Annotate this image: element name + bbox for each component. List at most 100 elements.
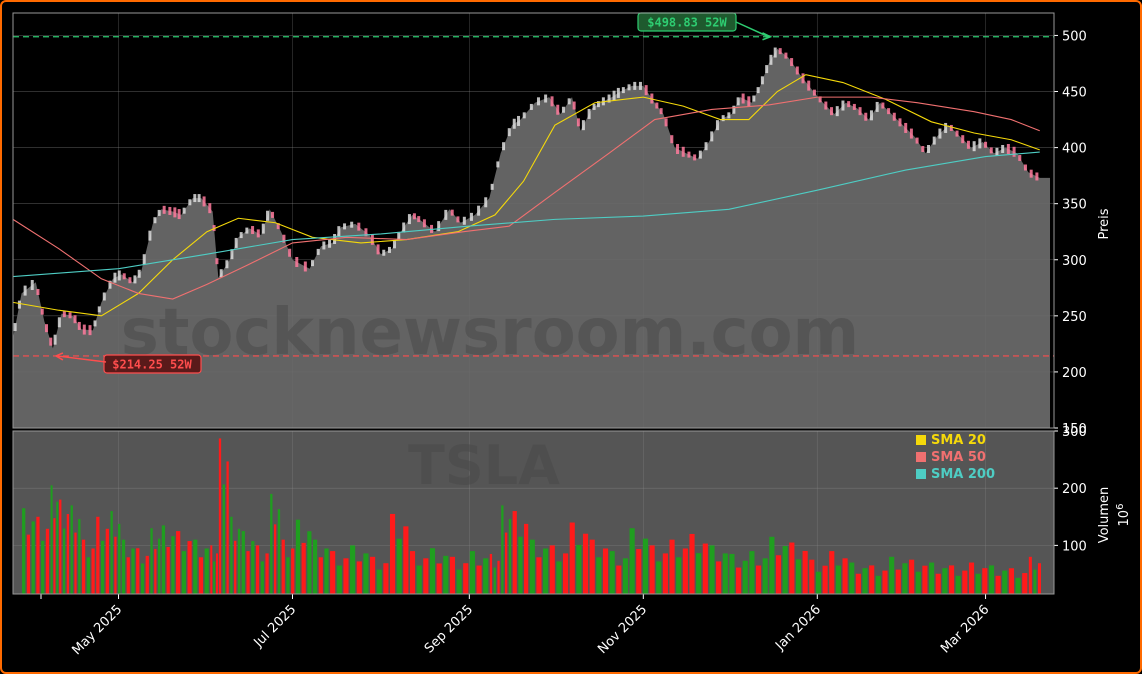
volume-bar: [443, 555, 449, 594]
candle: [704, 142, 708, 151]
volume-bar: [656, 561, 662, 594]
candle: [517, 115, 521, 126]
candle: [847, 101, 851, 108]
candle: [596, 101, 600, 108]
volume-bar: [86, 557, 90, 594]
legend-swatch: [916, 469, 926, 479]
volume-bar: [429, 548, 436, 594]
candle: [864, 112, 868, 121]
volume-bar: [70, 505, 73, 594]
candle: [193, 194, 197, 203]
candle: [741, 93, 745, 104]
volume-bar: [318, 557, 323, 594]
volume-bar: [795, 559, 802, 594]
candle: [556, 104, 560, 115]
candle: [402, 222, 406, 233]
candle: [407, 214, 411, 225]
volume-bar: [204, 548, 209, 594]
candle: [852, 103, 856, 110]
candle: [157, 209, 161, 216]
volume-bar: [218, 438, 222, 594]
volume-bar: [286, 557, 290, 594]
volume-bar: [975, 573, 981, 594]
high-52w-arrow: [735, 21, 773, 41]
volume-bar: [469, 551, 475, 594]
candle: [316, 248, 320, 255]
candle: [732, 105, 736, 114]
volume-bar: [501, 505, 504, 594]
candle: [484, 197, 488, 208]
volume-bar: [265, 553, 269, 594]
volume-axis-label: Volumen: [1097, 487, 1112, 544]
volume-bar: [549, 545, 555, 594]
candle: [133, 275, 137, 284]
candle: [773, 47, 777, 58]
candle: [841, 100, 845, 111]
volume-bar: [882, 570, 888, 594]
volume-bar: [736, 567, 742, 594]
volume-bar: [1033, 569, 1037, 594]
volume-bar: [518, 536, 523, 594]
candle: [57, 317, 61, 328]
volume-bar: [689, 533, 695, 594]
candle: [422, 219, 426, 228]
candle: [875, 101, 879, 112]
candle: [784, 52, 788, 59]
volume-bar: [312, 539, 318, 594]
volume-bar: [31, 521, 35, 594]
candle: [128, 277, 132, 284]
date-tick-label: Jul 2025: [251, 602, 300, 651]
volume-bar: [222, 484, 225, 594]
candle: [456, 216, 460, 223]
low-52w-annotation: $214.25 52W: [54, 352, 202, 374]
candle: [938, 128, 942, 139]
candle: [251, 226, 255, 235]
candle: [93, 320, 97, 327]
volume-bar: [716, 561, 722, 594]
candle: [256, 229, 260, 238]
candle: [633, 81, 637, 90]
candle: [88, 325, 92, 336]
price-tick-label: 150: [1062, 422, 1087, 437]
candle: [681, 146, 685, 157]
volume-bar: [226, 461, 229, 594]
candle: [437, 221, 441, 232]
candle: [715, 120, 719, 131]
volume-bar: [370, 556, 376, 594]
candle: [612, 90, 616, 101]
candle: [310, 260, 314, 267]
volume-bar: [260, 561, 264, 594]
candle: [881, 102, 885, 109]
sma-line-sma-50: [12, 96, 1040, 300]
candle: [122, 273, 126, 280]
volume-tick-label: 300: [1062, 425, 1087, 440]
candle: [824, 101, 828, 110]
volume-bar: [301, 542, 306, 594]
price-tick-label: 300: [1062, 254, 1087, 269]
volume-bar: [629, 528, 635, 594]
candle: [756, 87, 760, 94]
volume-bar: [749, 551, 755, 594]
volume-bar: [36, 516, 40, 594]
volume-bar: [1002, 570, 1008, 594]
volume-axis-unit-exponent: 6: [1115, 504, 1126, 510]
candle: [812, 89, 816, 96]
date-tick-label: Jan 2026: [772, 602, 824, 654]
candle: [282, 234, 286, 243]
volume-bar: [237, 528, 241, 594]
volume-bar: [762, 558, 768, 594]
candle: [343, 223, 347, 230]
volume-bar: [215, 553, 218, 594]
candle: [892, 112, 896, 121]
candle: [370, 234, 374, 245]
volume-bar: [512, 511, 517, 594]
volume-bar: [409, 551, 416, 594]
candle: [687, 151, 691, 158]
volume-bar: [602, 548, 609, 594]
low-52w-arrow: [54, 352, 107, 363]
volume-bar: [281, 539, 285, 594]
candle: [627, 84, 631, 91]
volume-bar: [213, 561, 216, 594]
candle: [984, 141, 988, 148]
candle: [587, 108, 591, 119]
